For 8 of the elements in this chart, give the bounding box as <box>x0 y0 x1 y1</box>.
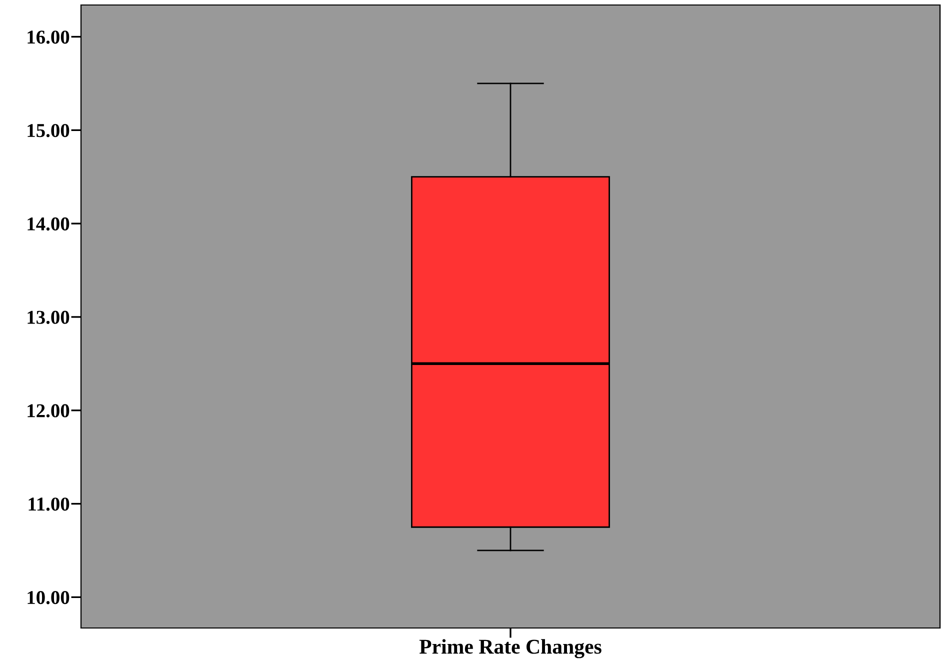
y-tick-label: 10.00 <box>28 590 70 604</box>
y-tick-label: 16.00 <box>28 30 70 44</box>
x-tick-label: Prime Rate Changes <box>419 639 602 658</box>
y-tick-label: 11.00 <box>28 498 70 511</box>
y-tick-label: 12.00 <box>28 404 70 418</box>
y-tick-label: 13.00 <box>28 310 70 324</box>
y-tick-label: 14.00 <box>28 217 70 231</box>
y-tick-label: 15.00 <box>28 124 70 138</box>
